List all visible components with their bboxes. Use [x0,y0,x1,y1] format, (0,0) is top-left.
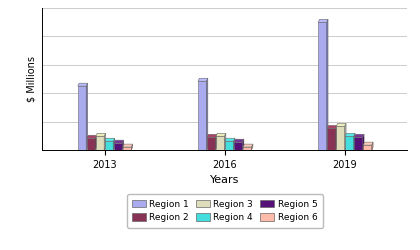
Bar [336,126,344,150]
Polygon shape [198,78,208,81]
Polygon shape [336,124,346,126]
Polygon shape [78,83,88,86]
Polygon shape [224,133,226,150]
Polygon shape [234,138,235,150]
X-axis label: Years: Years [210,175,239,185]
Bar [318,22,327,150]
Polygon shape [344,124,346,150]
Bar [78,86,86,150]
Polygon shape [131,144,133,150]
Polygon shape [345,133,355,136]
Polygon shape [206,78,208,150]
Bar [354,137,362,150]
Polygon shape [327,126,337,128]
Bar [114,143,122,150]
Polygon shape [95,135,97,150]
Polygon shape [114,140,123,143]
Bar [225,141,234,150]
Polygon shape [242,139,244,150]
Polygon shape [104,133,106,150]
Polygon shape [216,133,226,136]
Polygon shape [113,138,115,150]
Polygon shape [225,138,235,141]
Polygon shape [243,144,253,147]
Polygon shape [122,140,123,150]
Bar [87,138,95,150]
Polygon shape [354,133,355,150]
Polygon shape [86,83,88,150]
Bar [234,142,242,150]
Polygon shape [318,19,328,22]
Polygon shape [215,134,217,150]
Bar [96,136,104,150]
Bar [327,128,336,150]
Polygon shape [234,139,244,142]
Polygon shape [354,134,364,137]
Polygon shape [105,138,115,141]
Bar [123,147,131,150]
Polygon shape [336,126,337,150]
Y-axis label: $ Millions: $ Millions [26,56,37,102]
Bar [198,81,206,150]
Polygon shape [363,142,373,145]
Polygon shape [207,134,217,137]
Legend: Region 1, Region 2, Region 3, Region 4, Region 5, Region 6: Region 1, Region 2, Region 3, Region 4, … [127,194,323,228]
Polygon shape [96,133,106,136]
Bar [216,136,224,150]
Bar [345,136,354,150]
Bar [207,137,215,150]
Polygon shape [372,142,373,150]
Bar [363,145,372,150]
Polygon shape [87,135,97,138]
Polygon shape [123,144,133,147]
Bar [105,141,113,150]
Polygon shape [252,144,253,150]
Polygon shape [327,19,328,150]
Polygon shape [362,134,364,150]
Bar [243,147,252,150]
